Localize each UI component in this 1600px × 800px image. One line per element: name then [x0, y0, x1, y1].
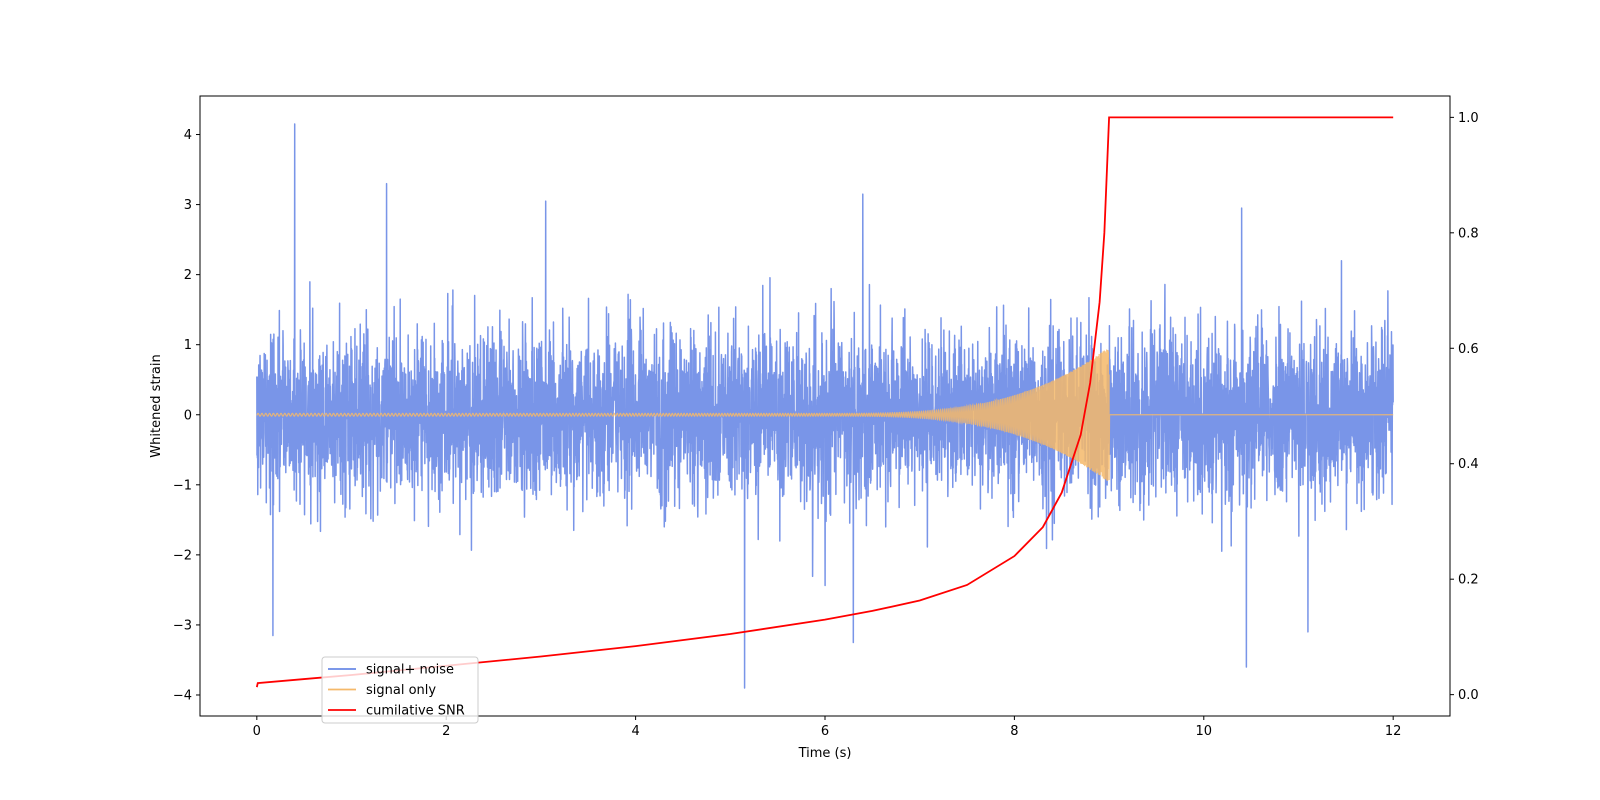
legend-label: signal only — [366, 683, 436, 698]
y2-tick-label: 0.0 — [1458, 688, 1479, 703]
legend-label: signal+ noise — [366, 663, 454, 678]
y-axis-left: −4 −3 −2 −1 0 1 2 3 4 — [173, 128, 200, 703]
x-tick-label: 12 — [1385, 724, 1402, 739]
y-axis-right: 0.0 0.2 0.4 0.6 0.8 1.0 — [1450, 111, 1479, 703]
x-axis-label: Time (s) — [798, 746, 852, 761]
x-tick-label: 8 — [1010, 724, 1018, 739]
x-tick-label: 10 — [1196, 724, 1213, 739]
y-tick-label: −4 — [173, 688, 192, 703]
y2-tick-label: 0.2 — [1458, 573, 1479, 588]
series-signal-only-line — [256, 349, 1394, 481]
y-tick-label: −2 — [173, 548, 192, 563]
x-tick-label: 4 — [631, 724, 639, 739]
y-tick-label: −1 — [173, 478, 192, 493]
x-tick-label: 0 — [253, 724, 261, 739]
y-tick-label: 4 — [184, 128, 192, 143]
y-tick-label: 0 — [184, 408, 192, 423]
y-tick-label: 2 — [184, 268, 192, 283]
y-axis-label: Whitened strain — [149, 354, 164, 457]
x-tick-label: 6 — [821, 724, 829, 739]
legend: signal+ noise signal only cumilative SNR — [321, 656, 479, 724]
x-tick-label: 2 — [442, 724, 450, 739]
y-tick-label: 3 — [184, 198, 192, 213]
y2-tick-label: 0.4 — [1458, 457, 1479, 472]
legend-box — [321, 656, 479, 724]
series-signal-noise-line — [256, 123, 1394, 689]
legend-label: cumilative SNR — [366, 704, 465, 719]
x-axis: 0 2 4 6 8 10 12 — [253, 716, 1402, 739]
y-tick-label: −3 — [173, 618, 192, 633]
y2-tick-label: 0.6 — [1458, 342, 1479, 357]
y-tick-label: 1 — [184, 338, 192, 353]
y2-tick-label: 1.0 — [1458, 111, 1479, 126]
y2-tick-label: 0.8 — [1458, 226, 1479, 241]
